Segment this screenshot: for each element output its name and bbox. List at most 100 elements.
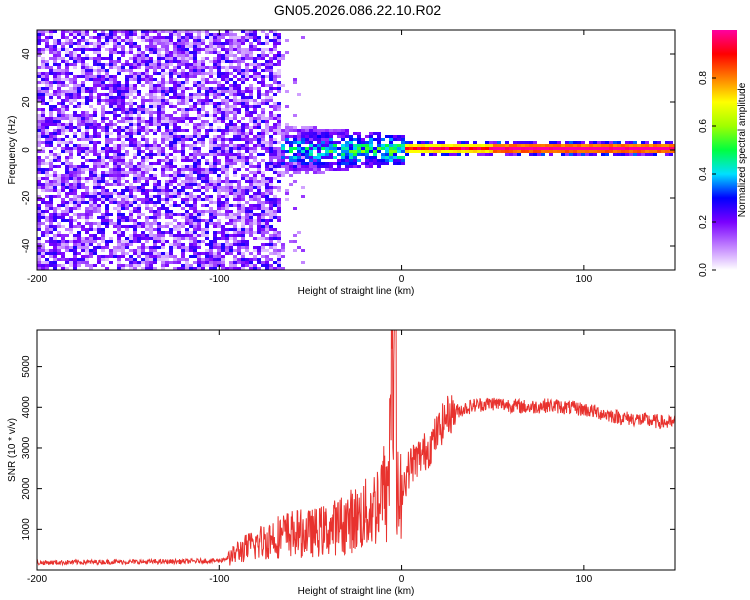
heatmap-cell (273, 234, 277, 237)
heatmap-cell (229, 39, 233, 42)
heatmap-cell (169, 132, 173, 135)
heatmap-cell (293, 153, 297, 156)
heatmap-cell (37, 177, 41, 180)
heatmap-cell (65, 186, 69, 189)
heatmap-cell (445, 150, 449, 153)
heatmap-cell (37, 33, 41, 36)
heatmap-cell (101, 84, 105, 87)
heatmap-cell (77, 42, 81, 45)
heatmap-cell (61, 201, 65, 204)
snr-frame (36, 329, 676, 571)
heatmap-cell (317, 171, 321, 174)
heatmap-cell (57, 165, 61, 168)
heatmap-cell (309, 129, 313, 132)
heatmap-cell (105, 102, 109, 105)
heatmap-cell (45, 123, 49, 126)
heatmap-cell (297, 138, 301, 141)
heatmap-cell (97, 225, 101, 228)
heatmap-cell (645, 147, 649, 150)
heatmap-cell (269, 204, 273, 207)
heatmap-cell (193, 132, 197, 135)
heatmap-cell (137, 63, 141, 66)
heatmap-cell (257, 252, 261, 255)
heatmap-cell (221, 36, 225, 39)
heatmap-cell (53, 108, 57, 111)
heatmap-cell (593, 150, 597, 153)
heatmap-cell (249, 87, 253, 90)
heatmap-cell (321, 153, 325, 156)
heatmap-cell (237, 63, 241, 66)
heatmap-cell (37, 195, 41, 198)
heatmap-cell (177, 246, 181, 249)
heatmap-cell (93, 141, 97, 144)
heatmap-cell (93, 30, 97, 33)
heatmap-cell (69, 45, 73, 48)
heatmap-cell (125, 150, 129, 153)
heatmap-cell (73, 258, 77, 261)
heatmap-cell (101, 114, 105, 117)
heatmap-cell (277, 216, 281, 219)
heatmap-cell (173, 123, 177, 126)
heatmap-cell (661, 144, 665, 147)
heatmap-cell (217, 102, 221, 105)
heatmap-cell (113, 51, 117, 54)
heatmap-cell (169, 39, 173, 42)
heatmap-cell (197, 150, 201, 153)
heatmap-cell (101, 111, 105, 114)
heatmap-cell (61, 129, 65, 132)
heatmap-cell (121, 108, 125, 111)
heatmap-cell (97, 84, 101, 87)
heatmap-cell (165, 168, 169, 171)
heatmap-cell (665, 141, 669, 144)
heatmap-cell (121, 126, 125, 129)
heatmap-cell (193, 198, 197, 201)
heatmap-cell (113, 159, 117, 162)
heatmap-cell (73, 132, 77, 135)
heatmap-cell (125, 63, 129, 66)
heatmap-cell (205, 204, 209, 207)
heatmap-cell (121, 201, 125, 204)
heatmap-cell (157, 36, 161, 39)
heatmap-cell (269, 51, 273, 54)
heatmap-cell (61, 183, 65, 186)
heatmap-cell (101, 42, 105, 45)
heatmap-cell (513, 153, 517, 156)
heatmap-cell (257, 39, 261, 42)
heatmap-cell (241, 165, 245, 168)
heatmap-cell (217, 255, 221, 258)
heatmap-cell (45, 66, 49, 69)
heatmap-cell (193, 234, 197, 237)
heatmap-cell (93, 249, 97, 252)
heatmap-cell (161, 186, 165, 189)
heatmap-cell (189, 225, 193, 228)
heatmap-cell (537, 150, 541, 153)
heatmap-cell (153, 237, 157, 240)
heatmap-cell (261, 99, 265, 102)
heatmap-cell (153, 51, 157, 54)
heatmap-cell (345, 147, 349, 150)
heatmap-cell (133, 57, 137, 60)
heatmap-cell (69, 231, 73, 234)
heatmap-cell (169, 198, 173, 201)
heatmap-cell (293, 240, 297, 243)
heatmap-cell (225, 87, 229, 90)
heatmap-cell (93, 108, 97, 111)
heatmap-cell (41, 33, 45, 36)
heatmap-cell (165, 258, 169, 261)
heatmap-cell (37, 54, 41, 57)
heatmap-cell (77, 177, 81, 180)
heatmap-cell (49, 57, 53, 60)
heatmap-cell (209, 264, 213, 267)
heatmap-cell (221, 168, 225, 171)
heatmap-cell (69, 216, 73, 219)
heatmap-cell (109, 237, 113, 240)
heatmap-cell (461, 150, 465, 153)
heatmap-cell (185, 177, 189, 180)
heatmap-cell (73, 204, 77, 207)
heatmap-cell (145, 228, 149, 231)
heatmap-cell (113, 252, 117, 255)
heatmap-cell (65, 147, 69, 150)
heatmap-cell (89, 225, 93, 228)
heatmap-cell (185, 111, 189, 114)
heatmap-cell (53, 165, 57, 168)
